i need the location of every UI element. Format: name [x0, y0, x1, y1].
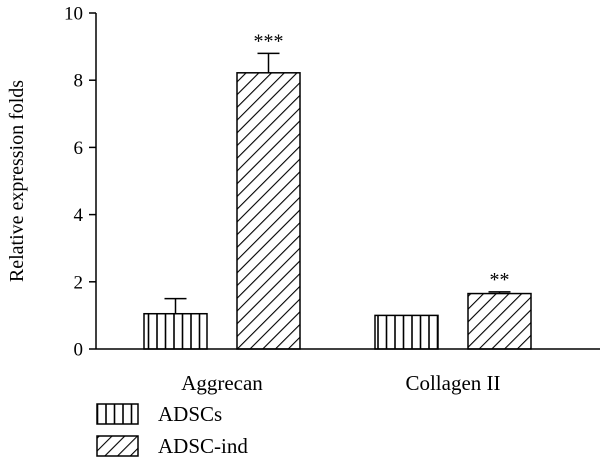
legend-label: ADSC-ind [158, 434, 248, 458]
significance-label: ** [490, 269, 510, 291]
y-tick-label: 2 [74, 272, 84, 293]
legend: ADSCs ADSC-ind [96, 402, 248, 458]
x-category-label: Aggrecan [181, 371, 263, 395]
y-tick-label: 0 [74, 340, 84, 361]
x-category-label: Collagen II [405, 371, 500, 395]
significance-label: *** [254, 30, 284, 52]
legend-swatch [96, 403, 139, 425]
y-tick-label: 8 [74, 71, 84, 92]
bars [143, 72, 532, 350]
legend-label: ADSCs [158, 402, 222, 426]
category-labels: Aggrecan Collagen II [181, 371, 500, 395]
error-bars [164, 52, 511, 314]
y-axis-ticks: 0 2 4 6 8 10 [64, 4, 96, 361]
y-tick-label: 10 [64, 4, 83, 25]
y-tick-label: 4 [74, 205, 84, 226]
bar-adsc-ind-aggrecan [236, 72, 301, 350]
significance-markers: ***** [254, 30, 510, 291]
bar-adsc-ind-collagen-ii [467, 292, 532, 350]
y-tick-label: 6 [74, 138, 84, 159]
legend-swatch [96, 435, 139, 457]
bar-adscs-aggrecan [143, 312, 208, 350]
y-axis-label: Relative expression folds [6, 80, 28, 282]
bar-adscs-collagen-ii [374, 314, 439, 350]
